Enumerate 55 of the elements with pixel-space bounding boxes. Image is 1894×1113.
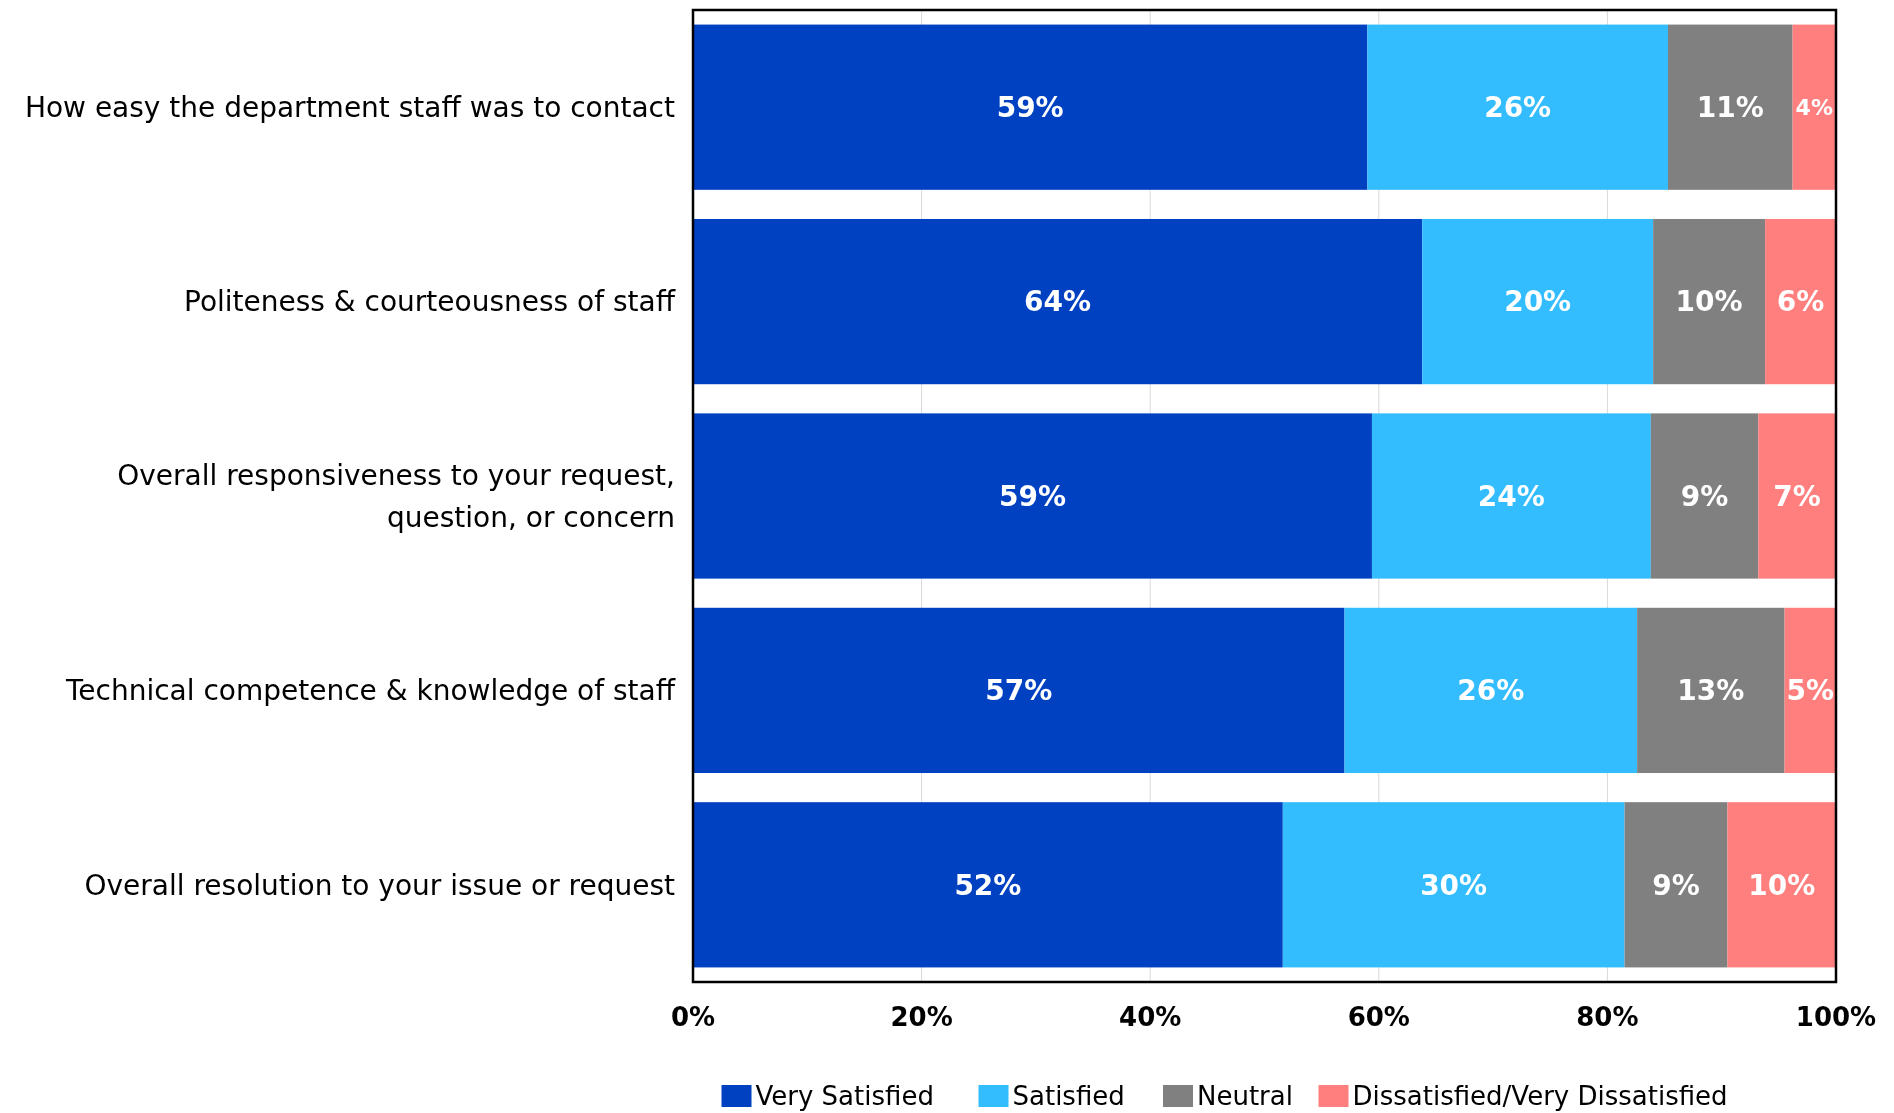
bar: [1792, 24, 1836, 190]
legend-label: Satisfied: [1012, 1081, 1125, 1112]
data-label: 10%: [1748, 868, 1816, 902]
data-label: 20%: [1504, 285, 1572, 319]
data-label: 6%: [1776, 285, 1825, 319]
bar: [1765, 218, 1836, 385]
bar: [693, 413, 1372, 579]
y-tick-label: Technical competence & knowledge of staff: [64, 674, 676, 708]
data-label: 59%: [996, 91, 1064, 124]
x-tick-label: 20%: [890, 1002, 953, 1032]
bar: [1371, 413, 1651, 579]
data-label: 24%: [1477, 479, 1545, 513]
data-label: 52%: [954, 868, 1022, 902]
data-label: 10%: [1675, 285, 1743, 319]
bar: [1282, 802, 1625, 968]
bar: [693, 607, 1345, 774]
bar: [1624, 802, 1728, 968]
bar: [1637, 607, 1785, 774]
data-label: 9%: [1680, 479, 1729, 513]
data-label: 13%: [1677, 674, 1745, 708]
bar: [1367, 24, 1668, 190]
data-label: 64%: [1024, 285, 1092, 319]
bar: [1784, 607, 1836, 774]
x-tick-label: 0%: [670, 1002, 716, 1032]
y-tick-label: Overall resolution to your issue or request: [84, 868, 676, 902]
data-label: 59%: [998, 479, 1066, 513]
bar: [1653, 218, 1766, 385]
bar: [693, 802, 1283, 968]
bar: [1667, 24, 1793, 190]
bar: [1422, 218, 1654, 385]
data-label: 57%: [985, 674, 1053, 708]
bar: [693, 218, 1423, 385]
data-label: 26%: [1457, 674, 1525, 708]
data-label: 4%: [1795, 94, 1833, 120]
y-tick-label: Overall responsiveness to your request, question, or concern: [117, 458, 675, 534]
data-label: 9%: [1652, 868, 1700, 902]
x-tick-label: 60%: [1347, 1002, 1410, 1032]
legend-label: Dissatisfied/Very Dissatisfied: [1352, 1081, 1728, 1112]
bar: [1650, 413, 1759, 579]
bar: [1727, 802, 1837, 968]
bar: [1758, 413, 1836, 579]
data-label: 30%: [1420, 868, 1488, 902]
bar: [693, 24, 1368, 190]
data-label: 11%: [1696, 91, 1764, 124]
y-tick-label: Politeness & courteousness of staff: [184, 285, 676, 319]
legend-label: Neutral: [1197, 1081, 1293, 1112]
data-label: 26%: [1484, 91, 1552, 124]
x-tick-label: 40%: [1119, 1002, 1182, 1032]
x-tick-label: 80%: [1576, 1002, 1639, 1032]
legend-label: Very Satisfied: [755, 1081, 934, 1112]
y-tick-label: How easy the department staff was to contact: [24, 91, 676, 124]
data-label: 5%: [1786, 674, 1835, 708]
bar: [1344, 607, 1638, 774]
data-label: 7%: [1773, 479, 1821, 513]
x-tick-label: 100%: [1795, 1002, 1877, 1032]
